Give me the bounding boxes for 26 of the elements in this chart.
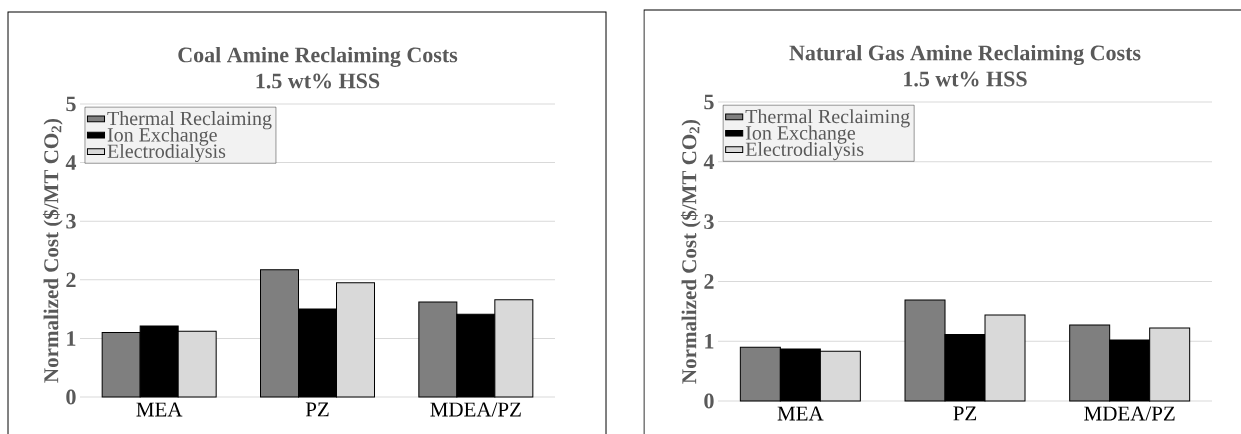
chart-subtitle: 1.5 wt% HSS bbox=[904, 71, 1027, 87]
chart-title: Natural Gas Amine Reclaiming Costs bbox=[789, 44, 1141, 66]
chart-subtitle: 1.5 wt% HSS bbox=[256, 73, 380, 89]
y-tick-label: 4 bbox=[65, 155, 77, 170]
y-tick-label: 3 bbox=[66, 213, 76, 229]
x-tick-label: MEA bbox=[136, 402, 183, 417]
y-tick-label: 2 bbox=[66, 272, 76, 288]
x-tick-label: MDEA/PZ bbox=[1084, 406, 1175, 421]
chart-title: Coal Amine Reclaiming Costs bbox=[178, 46, 458, 68]
x-tick-label: PZ bbox=[953, 406, 977, 421]
y-tick-label: 0 bbox=[704, 393, 714, 409]
legend-label: Electrodialysis bbox=[107, 143, 226, 163]
y-axis-title: Normalized Cost ($/MT CO$_{2}$) bbox=[680, 119, 701, 384]
legend-label: Electrodialysis bbox=[745, 141, 864, 161]
y-tick-label: 1 bbox=[705, 333, 714, 349]
x-tick-label: PZ bbox=[305, 402, 329, 417]
x-tick-label: MEA bbox=[777, 406, 824, 421]
y-tick-label: 3 bbox=[704, 214, 714, 229]
y-tick-label: 5 bbox=[704, 94, 714, 110]
y-tick-label: 2 bbox=[704, 274, 714, 289]
y-tick-label: 4 bbox=[703, 154, 715, 170]
y-tick-label: 5 bbox=[66, 96, 76, 112]
y-tick-label: 1 bbox=[67, 331, 76, 346]
x-tick-label: MDEA/PZ bbox=[430, 402, 521, 417]
y-tick-label: 0 bbox=[66, 389, 76, 405]
y-axis-title: Normalized Cost ($/MT CO$_{2}$) bbox=[42, 118, 63, 383]
